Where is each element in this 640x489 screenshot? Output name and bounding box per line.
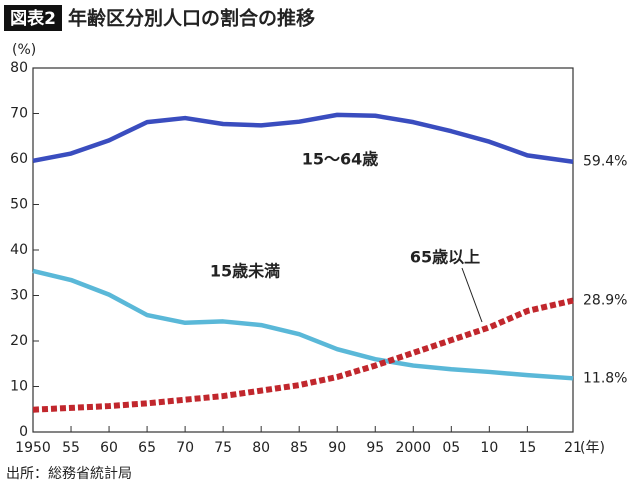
- x-tick-label: 70: [176, 440, 194, 456]
- value-label: 59.4%: [583, 154, 627, 170]
- leader-line: [461, 267, 483, 323]
- y-tick-label: 60: [10, 151, 28, 167]
- series-line: [32, 297, 574, 413]
- series-line: [32, 112, 574, 164]
- y-tick-label: 70: [10, 106, 28, 122]
- x-tick-label: 95: [366, 440, 384, 456]
- x-tick-label: 75: [214, 440, 232, 456]
- series-name: 15～64歳: [302, 150, 379, 169]
- y-tick-label: 30: [10, 288, 28, 304]
- series-line: [32, 268, 574, 381]
- series-name: 65歳以上: [410, 248, 480, 267]
- y-tick-label: 20: [10, 333, 28, 349]
- y-tick-label: 50: [10, 197, 28, 213]
- x-tick-label: 65: [138, 440, 156, 456]
- badge: 図表2: [10, 8, 56, 29]
- x-tick-label: 15: [518, 440, 536, 456]
- y-axis-label: (%): [12, 42, 36, 58]
- x-tick-label: 21: [564, 440, 582, 456]
- y-tick-label: 40: [10, 242, 28, 258]
- x-tick-label: 80: [252, 440, 270, 456]
- x-axis-label: (年): [580, 440, 605, 456]
- y-tick-label: 80: [10, 60, 28, 76]
- x-tick-label: 10: [480, 440, 498, 456]
- chart-title: 年齢区分別人口の割合の推移: [68, 7, 315, 30]
- x-tick-label: 05: [442, 440, 460, 456]
- source: 出所：総務省統計局: [6, 466, 132, 482]
- series-name: 15歳未満: [210, 262, 280, 281]
- y-tick-label: 0: [19, 424, 28, 440]
- x-tick-label: 1950: [15, 440, 51, 456]
- x-tick-label: 85: [290, 440, 308, 456]
- y-tick-label: 10: [10, 379, 28, 395]
- value-label: 11.8%: [583, 370, 627, 386]
- x-tick-label: 55: [62, 440, 80, 456]
- x-tick-label: 90: [328, 440, 346, 456]
- x-tick-label: 2000: [395, 440, 431, 456]
- badge-box: [4, 5, 62, 31]
- value-label: 28.9%: [583, 293, 627, 309]
- x-tick-label: 60: [100, 440, 118, 456]
